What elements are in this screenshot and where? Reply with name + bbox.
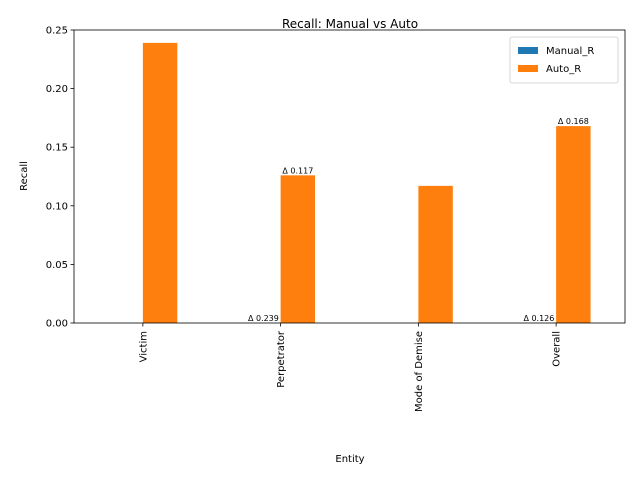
x-tick-label: Victim bbox=[138, 331, 149, 362]
x-tick-label: Overall bbox=[552, 331, 563, 367]
legend: Manual_R Auto_R bbox=[509, 36, 619, 84]
legend-swatch bbox=[518, 65, 538, 72]
legend-label: Auto_R bbox=[546, 64, 581, 75]
y-tick-label: 0.15 bbox=[46, 143, 68, 154]
x-axis-label: Entity bbox=[335, 454, 364, 465]
annotations: Δ 0.239 Δ 0.117 Δ 0.126 Δ 0.168 bbox=[248, 117, 589, 323]
bar-annotation: Δ 0.239 bbox=[248, 314, 279, 323]
y-tick-label: 0.25 bbox=[46, 26, 68, 37]
plot-frame bbox=[73, 29, 626, 324]
x-tick-label: Mode of Demise bbox=[414, 331, 425, 412]
chart-title: Recall: Manual vs Auto bbox=[282, 17, 418, 31]
bar-auto-r bbox=[418, 185, 453, 323]
y-axis-label: Recall bbox=[19, 161, 30, 191]
legend-box bbox=[509, 36, 619, 84]
bars bbox=[142, 42, 591, 323]
bar-auto-r bbox=[142, 42, 178, 323]
y-axis: 0.00 0.05 0.10 0.15 0.20 0.25 bbox=[46, 26, 74, 330]
bar-annotation: Δ 0.126 bbox=[523, 314, 554, 323]
bar-auto-r bbox=[556, 126, 591, 323]
plot-area: Δ 0.239 Δ 0.117 Δ 0.126 Δ 0.168 bbox=[73, 29, 626, 324]
y-tick-label: 0.00 bbox=[46, 319, 68, 330]
bar-annotation: Δ 0.117 bbox=[282, 166, 313, 175]
legend-label: Manual_R bbox=[546, 46, 594, 57]
x-tick-label: Perpetrator bbox=[276, 330, 287, 388]
y-tick-label: 0.20 bbox=[46, 84, 68, 95]
y-tick-label: 0.05 bbox=[46, 260, 68, 271]
y-tick-label: 0.10 bbox=[46, 201, 68, 212]
x-axis: Victim Perpetrator Mode of Demise Overall bbox=[138, 323, 563, 412]
bar-annotation: Δ 0.168 bbox=[558, 117, 589, 126]
legend-swatch bbox=[518, 47, 538, 54]
bar-auto-r bbox=[280, 175, 316, 323]
